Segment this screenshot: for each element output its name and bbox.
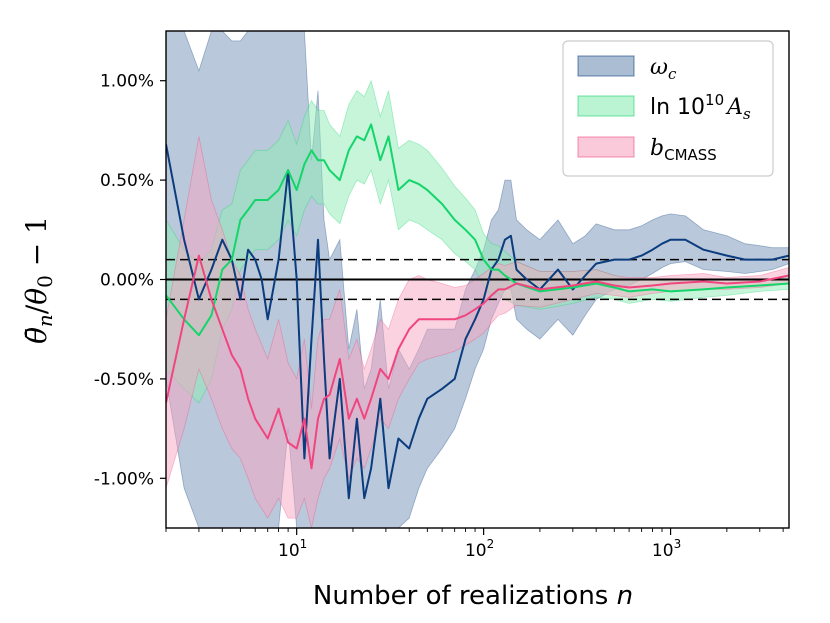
legend-entry-omega-c: ωc xyxy=(577,55,677,83)
band-b_CMASS xyxy=(166,136,789,528)
legend-label-omega-c: ω xyxy=(650,55,668,80)
legend-sub-omega-c: c xyxy=(668,65,677,83)
y-tick-label: -0.50% xyxy=(94,370,154,390)
x-axis-title: Number of realizations n xyxy=(313,581,633,611)
reference-lines xyxy=(166,258,789,301)
legend-entry-b-cmass: bCMASS xyxy=(577,136,717,164)
legend-sup-ln-as: 10 xyxy=(705,91,724,109)
legend-entry-ln-as: ln 1010 As xyxy=(577,91,751,123)
band-ln_As xyxy=(166,79,789,404)
line-b_CMASS xyxy=(166,254,789,470)
legend-tail-ln-as: A xyxy=(725,95,743,120)
x-tick-exp: 2 xyxy=(487,537,495,551)
x-axis-ticks: 101 102 103 xyxy=(165,528,784,561)
x-tick-base: 10 xyxy=(652,541,674,561)
x-tick-base: 10 xyxy=(278,541,300,561)
x-tick-label: 101 xyxy=(278,537,307,561)
x-axis-title-text: Number of realizations xyxy=(313,581,617,611)
legend-swatch-omega-c xyxy=(577,55,635,77)
x-tick-exp: 1 xyxy=(300,537,308,551)
line-omega_c xyxy=(166,144,789,500)
y-axis-ticks: 1.00% 0.50% 0.00% -0.50% -1.00% xyxy=(94,72,166,489)
y-axis-title: θ̄n/θ0 − 1 xyxy=(20,216,57,344)
legend: ωc ln 1010 As bCMASS xyxy=(562,40,774,177)
svg-text:bCMASS: bCMASS xyxy=(650,136,717,164)
x-tick-label: 103 xyxy=(652,537,681,561)
x-axis-title-var: n xyxy=(617,581,633,611)
legend-label-ln-as: ln 10 xyxy=(650,95,705,120)
y-tick-label: -1.00% xyxy=(94,469,154,489)
y-tick-label: 1.00% xyxy=(100,72,154,92)
svg-text:ωc: ωc xyxy=(650,55,677,83)
legend-label-b-cmass: b xyxy=(650,136,664,161)
legend-swatch-b-cmass xyxy=(577,136,635,158)
legend-sub-b-cmass: CMASS xyxy=(664,146,717,164)
series-lines xyxy=(166,123,789,500)
y-tick-label: 0.50% xyxy=(100,171,154,191)
y-tick-label: 0.00% xyxy=(100,271,154,291)
svg-text:θ̄n/θ0 − 1: θ̄n/θ0 − 1 xyxy=(20,216,57,344)
x-tick-label: 102 xyxy=(465,537,494,561)
x-tick-base: 10 xyxy=(465,541,487,561)
line-ln_As xyxy=(166,123,789,337)
legend-swatch-ln-as xyxy=(577,95,635,117)
legend-sub-ln-as: s xyxy=(743,105,751,123)
x-tick-exp: 3 xyxy=(674,537,682,551)
